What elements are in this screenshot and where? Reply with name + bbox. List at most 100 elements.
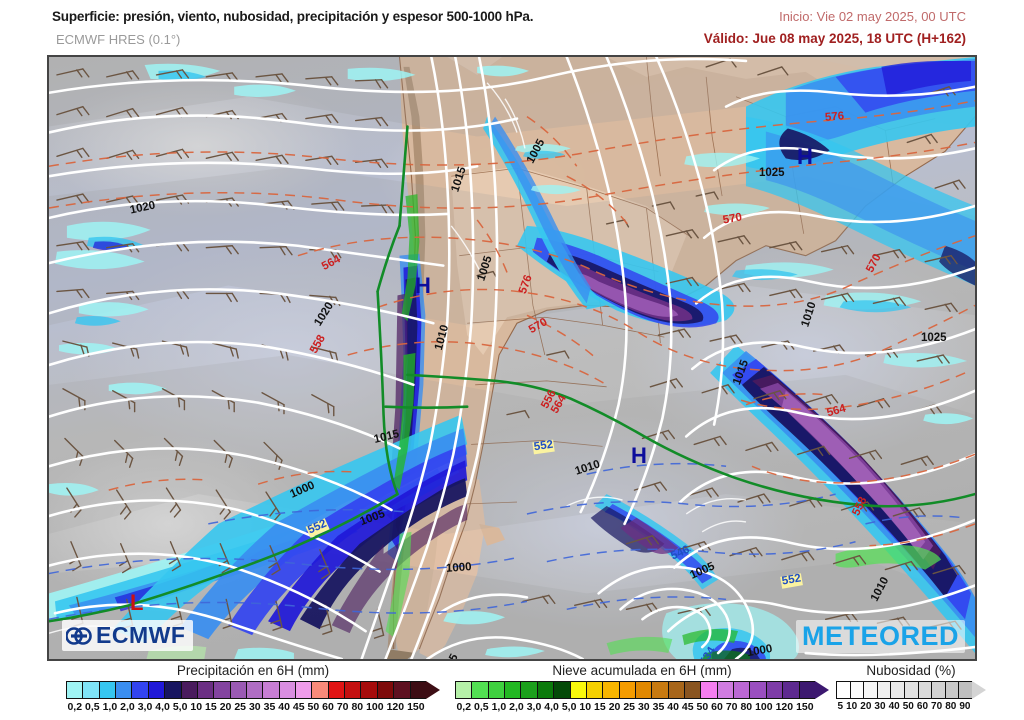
model-subtitle: ECMWF HRES (0.1°) [56, 32, 181, 47]
legend-tick-label: 20 [860, 701, 872, 712]
legend-tick-label: 2,0 [509, 701, 524, 713]
legend-swatch [471, 681, 488, 699]
legend-tick-label: 60 [322, 701, 334, 713]
legend-tick-label: 150 [796, 701, 814, 713]
legend-tick-label: 10 [579, 701, 592, 713]
legend-tick-label: 40 [278, 701, 290, 713]
legend-swatch [849, 681, 864, 699]
thickness-contour-layer [49, 99, 975, 620]
legend-swatch [836, 681, 850, 699]
legend-swatch [618, 681, 635, 699]
legend-swatch [229, 681, 246, 699]
legend-swatch [569, 681, 586, 699]
legend-cloudiness-ticks: 5 10 20 30 40 50 60 70 80 90 [836, 701, 986, 712]
legend-tick-label: 50 [902, 701, 914, 712]
legend-swatch [115, 681, 132, 699]
legend-tick-label: 60 [916, 701, 929, 712]
meteored-logo: METEORED [795, 620, 965, 653]
valid-time-label: Válido: Jue 08 may 2025, 18 UTC (H+162) [703, 31, 966, 46]
legend-swatch [180, 681, 197, 699]
legend-swatch [245, 681, 263, 699]
legend-tick-label: 120 [775, 701, 794, 713]
legend-swatch [585, 681, 603, 699]
legend-swatch [765, 681, 783, 699]
legend-snow: Nieve acumulada en 6H (mm) 0,2 0,5 1,0 2,0 3… [455, 663, 829, 713]
legend-swatch [455, 681, 472, 699]
legend-swatch [66, 681, 83, 699]
legend-swatch [295, 681, 312, 699]
legend-swatch [164, 681, 181, 699]
legend-tick-label: 50 [696, 701, 709, 713]
legend-tick-label: 3,0 [526, 701, 542, 713]
legend-tick-label: 25 [234, 701, 247, 713]
legend-precipitation-colorbar [66, 681, 440, 699]
legend-swatch [262, 681, 279, 699]
legend-snow-title: Nieve acumulada en 6H (mm) [552, 663, 732, 678]
legend-swatch [82, 681, 99, 699]
legend-tick-label: 50 [307, 701, 320, 713]
legend-tick-spacer [815, 701, 829, 713]
contour-label: 1000 [445, 561, 472, 575]
legend-swatch [903, 681, 918, 699]
legend-tick-label: 10 [190, 701, 203, 713]
legend-tick-label: 70 [336, 701, 349, 713]
legend-tick-label: 10 [846, 701, 858, 712]
legend-arrow-icon [814, 681, 829, 699]
legend-swatch [863, 681, 877, 699]
legend-precipitation-ticks: 0,2 0,5 1,0 2,0 3,0 4,0 5,0 10 15 20 25 30 35 40 45 50 6… [66, 701, 440, 713]
legend-swatch [944, 681, 959, 699]
legend-swatch [536, 681, 554, 699]
legend-bar: Precipitación en 6H (mm) 0,2 0,5 1,0 2,0 3,0… [0, 663, 1024, 720]
legend-tick-label: 4,0 [544, 701, 559, 713]
header: Superficie: presión, viento, nubosidad, … [0, 0, 1024, 52]
legend-tick-label: 90 [959, 701, 971, 712]
legend-cloudiness: Nubosidad (%) 5 10 20 30 40 50 60 70 80 90 [836, 663, 986, 712]
legend-swatch [376, 681, 394, 699]
legend-tick-spacer [972, 701, 986, 712]
legend-tick-label: 70 [725, 701, 738, 713]
legend-tick-label: 150 [407, 701, 425, 713]
ecmwf-logo-text: ECMWF [96, 622, 186, 648]
legend-tick-label: 0,2 [67, 701, 83, 713]
legend-tick-label: 35 [263, 701, 276, 713]
legend-swatch [782, 681, 799, 699]
legend-swatch [667, 681, 685, 699]
legend-swatch [890, 681, 904, 699]
legend-swatch [876, 681, 891, 699]
legend-tick-label: 0,5 [474, 701, 489, 713]
weather-map[interactable]: 1020 1020 1010 1010 1010 1010 1015 1015 … [47, 55, 977, 661]
legend-swatch [651, 681, 668, 699]
legend-swatch [634, 681, 652, 699]
legend-cloudiness-title: Nubosidad (%) [866, 663, 956, 678]
legend-swatch [684, 681, 701, 699]
legend-tick-label: 40 [888, 701, 900, 712]
legend-tick-label: 5,0 [561, 701, 577, 713]
wind-barbs-layer [56, 58, 966, 639]
legend-swatch [749, 681, 766, 699]
legend-swatch [147, 681, 165, 699]
ecmwf-logo: ECMWF [62, 620, 194, 651]
legend-swatch [553, 681, 570, 699]
legend-swatch [602, 681, 619, 699]
legend-swatch [344, 681, 361, 699]
legend-swatch [311, 681, 328, 699]
legend-snow-ticks: 0,2 0,5 1,0 2,0 3,0 4,0 5,0 10 15 20 25 30 35 40 45 50 6… [455, 701, 829, 713]
legend-swatch [504, 681, 521, 699]
legend-tick-label: 1,0 [491, 701, 507, 713]
contour-label: 576 [824, 110, 845, 124]
legend-tick-label: 80 [351, 701, 364, 713]
precipitation-layer [49, 57, 975, 659]
legend-tick-label: 30 [248, 701, 261, 713]
legend-swatch [393, 681, 410, 699]
legend-tick-label: 100 [366, 701, 384, 713]
legend-swatch [213, 681, 230, 699]
legend-arrow-icon [971, 681, 986, 699]
legend-swatch [931, 681, 945, 699]
legend-swatch [360, 681, 377, 699]
meteored-logo-text: METEORED [801, 621, 959, 651]
legend-swatch [487, 681, 505, 699]
legend-tick-label: 0,2 [456, 701, 472, 713]
legend-tick-label: 30 [637, 701, 650, 713]
legend-tick-label: 5,0 [172, 701, 188, 713]
